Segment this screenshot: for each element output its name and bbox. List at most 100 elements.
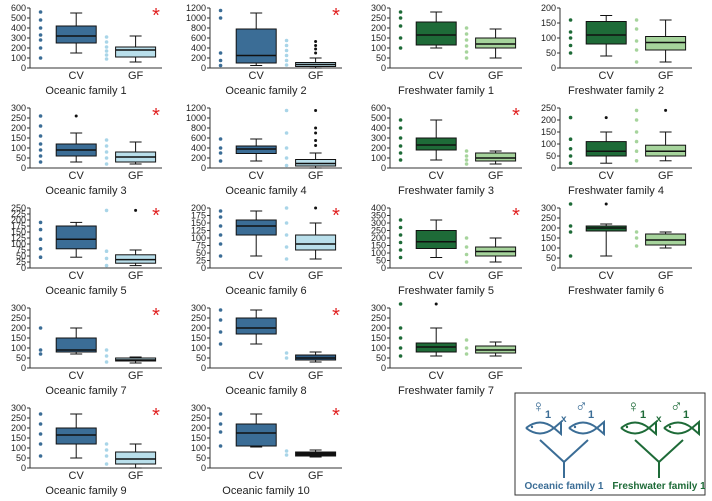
data-point xyxy=(284,38,289,43)
y-tick-label: 0 xyxy=(201,463,206,473)
y-tick-label: 250 xyxy=(11,203,26,213)
data-point xyxy=(218,308,223,312)
data-point xyxy=(398,255,403,260)
panel-title: Oceanic family 1 xyxy=(45,85,126,97)
box xyxy=(55,225,97,250)
box xyxy=(475,37,517,49)
y-tick-label: 0 xyxy=(381,263,386,273)
significance: * xyxy=(152,105,160,127)
y-tick-label: 250 xyxy=(371,226,386,236)
y-tick-label: 600 xyxy=(191,133,206,143)
outlier xyxy=(434,302,438,306)
y-tick-label: 200 xyxy=(371,323,386,333)
data-point xyxy=(38,412,43,416)
data-point xyxy=(634,159,639,163)
data-point xyxy=(398,151,403,155)
y-tick-label: 0 xyxy=(201,263,206,273)
y-tick-label: 0 xyxy=(201,363,206,373)
data-point xyxy=(568,161,573,165)
data-point xyxy=(464,44,469,48)
sex-symbol: ♀ xyxy=(532,397,545,416)
y-tick-label: 50 xyxy=(196,353,206,363)
y-tick-label: 150 xyxy=(541,127,556,137)
data-point xyxy=(104,442,109,446)
data-point xyxy=(398,144,403,148)
y-tick-label: 300 xyxy=(371,3,386,13)
data-point xyxy=(464,50,469,54)
box xyxy=(235,423,277,447)
data-point xyxy=(38,114,43,118)
y-tick-label: 150 xyxy=(541,18,556,28)
data-point xyxy=(218,159,223,163)
y-tick-label: 1000 xyxy=(186,113,206,123)
data-point xyxy=(398,16,403,20)
y-tick-label: 50 xyxy=(196,248,206,258)
data-point xyxy=(218,51,223,55)
data-point xyxy=(218,16,223,20)
significance: * xyxy=(152,405,160,427)
significance: * xyxy=(332,305,340,327)
data-point xyxy=(398,248,403,252)
y-tick-label: 100 xyxy=(541,33,556,43)
data-point xyxy=(284,108,289,113)
significance: * xyxy=(512,205,520,227)
x-tick-label: GF xyxy=(308,270,324,282)
data-point xyxy=(568,51,573,55)
data-point xyxy=(104,454,109,458)
data-point xyxy=(284,449,289,453)
data-point xyxy=(284,53,289,58)
data-point xyxy=(38,46,43,50)
cross-lines xyxy=(539,439,589,478)
y-tick-label: 100 xyxy=(191,233,206,243)
data-point xyxy=(284,63,289,67)
x-tick-label: GF xyxy=(308,470,324,482)
data-point xyxy=(104,156,109,160)
panel-title: Oceanic family 5 xyxy=(45,285,126,297)
x-tick-label: CV xyxy=(599,170,615,182)
y-tick-label: 250 xyxy=(11,413,26,423)
y-tick-label: 300 xyxy=(11,33,26,43)
panel-title: Oceanic family 10 xyxy=(222,485,309,497)
x-tick-label: CV xyxy=(429,370,445,382)
data-point xyxy=(568,202,573,206)
y-tick-label: 800 xyxy=(191,23,206,33)
cross: x xyxy=(561,414,567,425)
data-point xyxy=(218,318,223,322)
x-tick-label: GF xyxy=(488,370,504,382)
data-point xyxy=(38,38,43,42)
y-tick-label: 100 xyxy=(371,43,386,53)
panel-title: Oceanic family 8 xyxy=(225,385,306,397)
data-point xyxy=(218,412,223,416)
significance: * xyxy=(152,305,160,327)
y-tick-label: 300 xyxy=(11,103,26,113)
data-point xyxy=(218,233,223,237)
y-tick-label: 100 xyxy=(371,343,386,353)
y-tick-label: 150 xyxy=(11,433,26,443)
x-tick-label: GF xyxy=(488,70,504,82)
panel-title: Oceanic family 9 xyxy=(45,485,126,497)
y-tick-label: 0 xyxy=(551,263,556,273)
data-point xyxy=(464,338,469,342)
x-tick-label: CV xyxy=(429,270,445,282)
y-tick-label: 200 xyxy=(11,123,26,133)
data-point xyxy=(464,154,469,158)
data-point xyxy=(38,227,43,232)
data-point xyxy=(284,245,289,249)
data-point xyxy=(38,154,43,158)
data-point xyxy=(634,236,639,240)
data-point xyxy=(398,240,403,245)
y-tick-label: 200 xyxy=(541,3,556,13)
x-tick-label: CV xyxy=(429,70,445,82)
box xyxy=(115,451,157,465)
subscript: 1 xyxy=(545,409,551,421)
data-point xyxy=(568,43,573,48)
y-tick-label: 50 xyxy=(16,353,26,363)
outlier xyxy=(314,144,318,147)
data-point xyxy=(568,30,573,34)
panel-title: Freshwater family 2 xyxy=(568,85,664,97)
y-tick-label: 200 xyxy=(191,153,206,163)
data-point xyxy=(104,57,109,61)
x-tick-label: GF xyxy=(658,170,674,182)
y-tick-label: 0 xyxy=(21,263,26,273)
